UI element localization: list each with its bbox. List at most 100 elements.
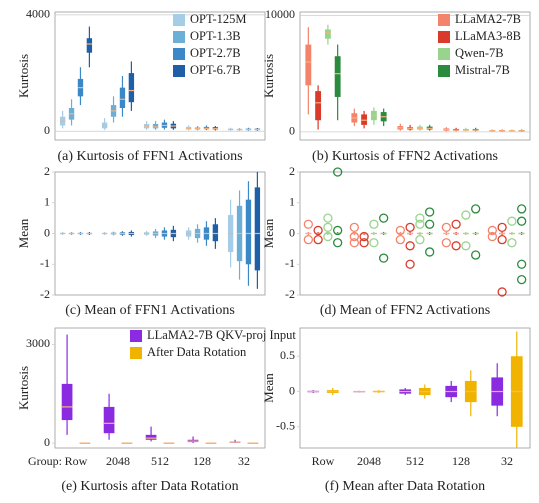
- outlier: [323, 213, 333, 223]
- legend-label: OPT-6.7B: [190, 63, 241, 77]
- outlier: [333, 167, 343, 177]
- box: [254, 187, 261, 271]
- y-tick-label: 0.5: [280, 348, 295, 362]
- plot-frame: [54, 11, 266, 141]
- legend-label: Mistral-7B: [455, 63, 510, 77]
- legend-swatch: [438, 31, 450, 43]
- plot-frame: [54, 171, 266, 296]
- outlier: [313, 225, 323, 236]
- outlier: [303, 234, 313, 245]
- outlier: [349, 231, 359, 242]
- y-tick-label: -2: [285, 287, 295, 301]
- outlier: [517, 204, 527, 214]
- y-axis-label: Mean: [261, 373, 276, 403]
- outlier: [323, 222, 333, 233]
- outlier: [395, 225, 405, 236]
- outlier: [349, 238, 359, 248]
- outlier: [313, 234, 323, 245]
- outlier: [323, 231, 333, 242]
- outlier: [507, 216, 517, 226]
- y-tick-label: 4000: [26, 7, 50, 21]
- legend-swatch: [173, 48, 185, 60]
- outlier: [415, 213, 425, 223]
- outlier: [507, 238, 517, 248]
- outlier: [369, 238, 379, 248]
- x-tick-label: Row: [65, 454, 88, 468]
- legend-swatch: [130, 330, 142, 342]
- y-tick-label: 1: [44, 195, 50, 209]
- outlier: [461, 210, 471, 220]
- outlier: [405, 259, 415, 269]
- box: [61, 383, 73, 421]
- outlier: [359, 231, 369, 242]
- outlier: [471, 250, 481, 260]
- caption: (b) Kurtosis of FFN2 Activations: [312, 149, 498, 164]
- outlier: [425, 207, 435, 217]
- legend-swatch: [130, 347, 142, 359]
- y-axis-label: Kurtosis: [16, 366, 31, 410]
- x-tick-label: 512: [151, 454, 169, 468]
- box: [324, 29, 331, 39]
- plot-frame: [299, 11, 531, 141]
- y-tick-label: -1: [40, 256, 50, 270]
- outlier: [517, 274, 527, 285]
- legend-swatch: [438, 48, 450, 60]
- outlier: [517, 216, 527, 226]
- box: [103, 406, 115, 434]
- y-axis-label: Mean: [261, 218, 276, 248]
- legend-swatch: [173, 14, 185, 26]
- outlier: [487, 225, 497, 236]
- outlier: [471, 204, 481, 214]
- outlier: [379, 253, 389, 263]
- y-tick-label: -0.5: [276, 419, 295, 433]
- outlier: [405, 222, 415, 233]
- outlier: [405, 241, 415, 251]
- caption: (a) Kurtosis of FFN1 Activations: [57, 149, 242, 164]
- outlier: [497, 234, 507, 245]
- legend-swatch: [438, 14, 450, 26]
- outlier: [369, 219, 379, 229]
- x-tick-label: 2048: [357, 454, 381, 468]
- legend-label: OPT-1.3B: [190, 29, 241, 43]
- box: [119, 87, 126, 108]
- y-tick-label: 3000: [26, 336, 50, 350]
- outlier: [415, 219, 425, 229]
- legend-label: OPT-125M: [190, 12, 247, 26]
- y-tick-label: 0: [44, 435, 50, 449]
- caption: (c) Mean of FFN1 Activations: [65, 303, 235, 318]
- outlier: [441, 238, 451, 248]
- outlier: [379, 213, 389, 223]
- outlier: [497, 287, 507, 297]
- x-tick-label: Row: [312, 454, 335, 468]
- y-tick-label: -2: [40, 287, 50, 301]
- outlier: [461, 241, 471, 251]
- outlier: [451, 219, 461, 229]
- outlier: [517, 259, 527, 269]
- outlier: [303, 219, 313, 229]
- legend-label: LLaMA3-8B: [455, 29, 521, 43]
- box: [315, 91, 322, 121]
- plot-frame: [54, 327, 266, 449]
- legend-swatch: [173, 65, 185, 77]
- y-tick-label: 2: [289, 164, 295, 178]
- outlier: [487, 231, 497, 242]
- y-tick-label: 2: [44, 164, 50, 178]
- box: [86, 38, 93, 53]
- box: [152, 124, 159, 129]
- outlier: [349, 222, 359, 233]
- caption: (e) Kurtosis after Data Rotation: [61, 479, 238, 494]
- outlier: [497, 222, 507, 233]
- plot-frame: [299, 327, 531, 449]
- y-axis-label: Mean: [16, 218, 31, 248]
- x-tick-label: 32: [501, 454, 513, 468]
- outlier: [333, 238, 343, 248]
- y-tick-label: 0: [289, 225, 295, 239]
- legend-label: Qwen-7B: [455, 46, 504, 60]
- y-tick-label: 0: [289, 124, 295, 138]
- y-axis-label: Kurtosis: [16, 54, 31, 98]
- legend-label: OPT-2.7B: [190, 46, 241, 60]
- legend-label: LLaMA2-7B QKV-proj Input: [147, 328, 296, 342]
- y-tick-label: 0: [44, 225, 50, 239]
- outlier: [425, 219, 435, 229]
